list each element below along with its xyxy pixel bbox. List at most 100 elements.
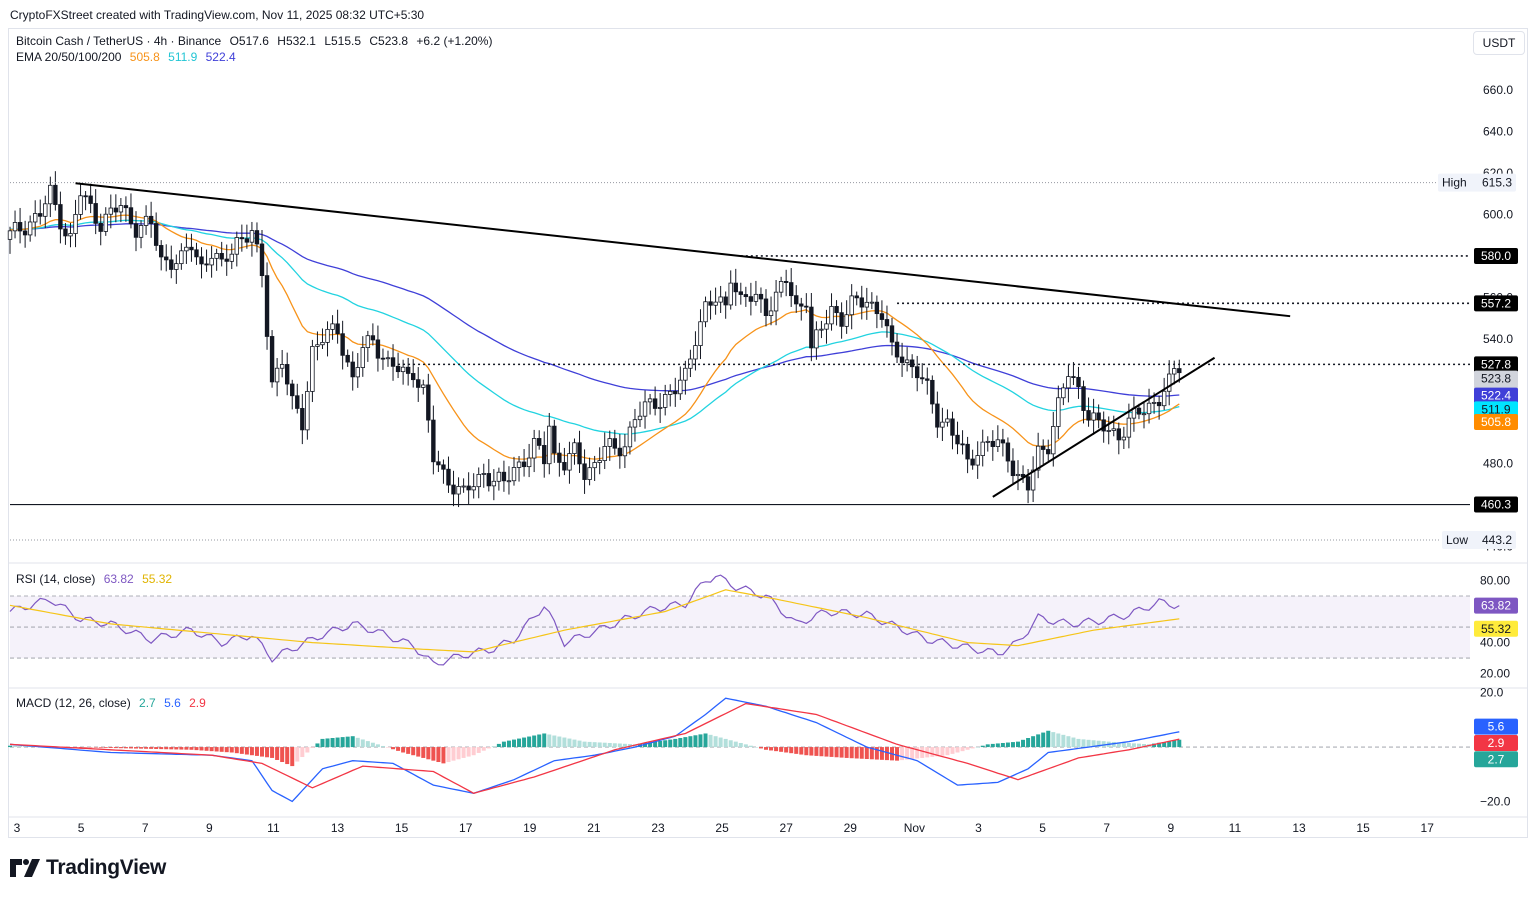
x-axis-tick-label: 5 <box>1039 821 1046 835</box>
candle-up <box>572 442 577 454</box>
candle-down <box>284 364 290 385</box>
tradingview-logo[interactable]: TradingView <box>10 856 166 880</box>
candle-down <box>148 215 154 224</box>
level-580-label-bg <box>1474 247 1518 264</box>
macd-histogram-bar <box>622 743 627 748</box>
macd-histogram-bar <box>491 746 496 748</box>
macd-histogram-bar <box>23 746 28 748</box>
macd-label: MACD (12, 26, close) <box>16 696 131 710</box>
candle-down <box>758 293 764 300</box>
macd-histogram-bar <box>527 736 532 748</box>
macd-histogram-bar <box>209 747 214 752</box>
candle-down <box>673 390 678 395</box>
macd-histogram-bar <box>144 747 149 749</box>
macd-histogram-bar <box>779 747 784 752</box>
candle-up <box>864 301 869 308</box>
macd-histogram-bar <box>794 747 799 754</box>
macd-histogram-bar <box>123 747 128 749</box>
macd-histogram-bar <box>542 733 547 748</box>
macd-histogram-bar <box>466 747 471 757</box>
x-axis-tick-label: 15 <box>395 821 409 835</box>
candle-up <box>184 246 189 252</box>
candle-up <box>693 345 698 360</box>
candle-down <box>158 245 164 258</box>
macd-histogram-bar <box>733 741 738 748</box>
candle-down <box>395 365 401 373</box>
macd-histogram-bar <box>139 747 144 749</box>
macd-histogram-bar <box>335 737 340 748</box>
macd-histogram-bar <box>748 745 753 748</box>
candle-down <box>335 323 340 335</box>
macd-histogram-bar <box>406 747 411 754</box>
candle-up <box>663 394 668 408</box>
macd-histogram-bar <box>486 747 491 749</box>
macd-histogram-bar <box>446 747 451 763</box>
candle-down <box>930 379 935 405</box>
macd-histogram-bar <box>753 747 758 748</box>
candle-up <box>385 357 391 360</box>
ema20-value: 505.8 <box>129 50 160 64</box>
macd-histogram-bar <box>597 742 602 748</box>
candle-down <box>345 354 350 363</box>
macd-histogram-bar <box>658 740 663 748</box>
macd-histogram-bar <box>8 745 12 748</box>
candle-up <box>824 323 829 330</box>
macd-histogram-bar <box>859 747 864 759</box>
descending-trendline <box>75 182 1291 318</box>
ascending-trendline <box>992 356 1216 498</box>
macd-histogram-bar <box>945 747 950 756</box>
macd-histogram-bar <box>814 747 819 756</box>
last-price-label: 523.8 <box>1481 372 1511 386</box>
candle-down <box>854 295 859 299</box>
x-axis-tick-label: 13 <box>331 821 345 835</box>
macd-histogram-bar <box>270 747 275 758</box>
macd-histogram-bar <box>1091 740 1096 748</box>
macd-histogram-bar <box>254 747 259 756</box>
macd-histogram-bar <box>1116 742 1121 748</box>
macd-histogram-bar <box>154 747 159 749</box>
candle-up <box>975 455 980 466</box>
candle-up <box>678 379 683 395</box>
candle-down <box>194 249 199 258</box>
low-tag-label: Low <box>1446 533 1468 547</box>
macd-histogram-bar <box>975 747 980 748</box>
candle-down <box>652 398 658 409</box>
macd-histogram-bar <box>98 747 103 748</box>
macd-histogram-bar <box>920 747 925 758</box>
candle-down <box>199 256 204 265</box>
candle-up <box>1056 397 1061 427</box>
candle-down <box>224 258 229 262</box>
macd-histogram-bar <box>970 747 975 749</box>
candle-down <box>164 256 169 261</box>
macd-histogram-bar <box>88 747 93 748</box>
macd-histogram-bar <box>1016 741 1020 748</box>
candle-up <box>516 461 522 468</box>
macd-histogram-bar <box>960 747 965 752</box>
candle-down <box>723 296 728 306</box>
candle-up <box>1091 412 1096 421</box>
low-tag-value: 443.2 <box>1482 533 1512 547</box>
candle-down <box>375 339 381 359</box>
macd-histogram-bar <box>995 743 1000 748</box>
macd-histogram-bar <box>869 747 874 760</box>
candle-up <box>637 415 643 421</box>
x-axis-tick-label: 17 <box>459 821 473 835</box>
macd-histogram-bar <box>718 737 723 748</box>
level-557-label: 557.2 <box>1481 296 1511 310</box>
candle-down <box>708 301 713 306</box>
candle-up <box>43 203 48 217</box>
candle-down <box>990 440 995 447</box>
ema200-value: 522.4 <box>205 50 236 64</box>
macd-histogram-bar <box>864 747 869 760</box>
macd-histogram-bar <box>451 747 456 761</box>
candle-down <box>748 296 754 302</box>
currency-button[interactable]: USDT <box>1473 31 1525 55</box>
macd-histogram-bar <box>703 733 708 748</box>
ema-label: EMA 20/50/100/200 <box>16 50 122 64</box>
candle-up <box>814 329 819 349</box>
high-value: H532.1 <box>277 34 316 48</box>
x-axis-tick-label: 19 <box>523 821 537 835</box>
candle-up <box>315 344 320 347</box>
macd-histogram-bar <box>224 747 229 753</box>
